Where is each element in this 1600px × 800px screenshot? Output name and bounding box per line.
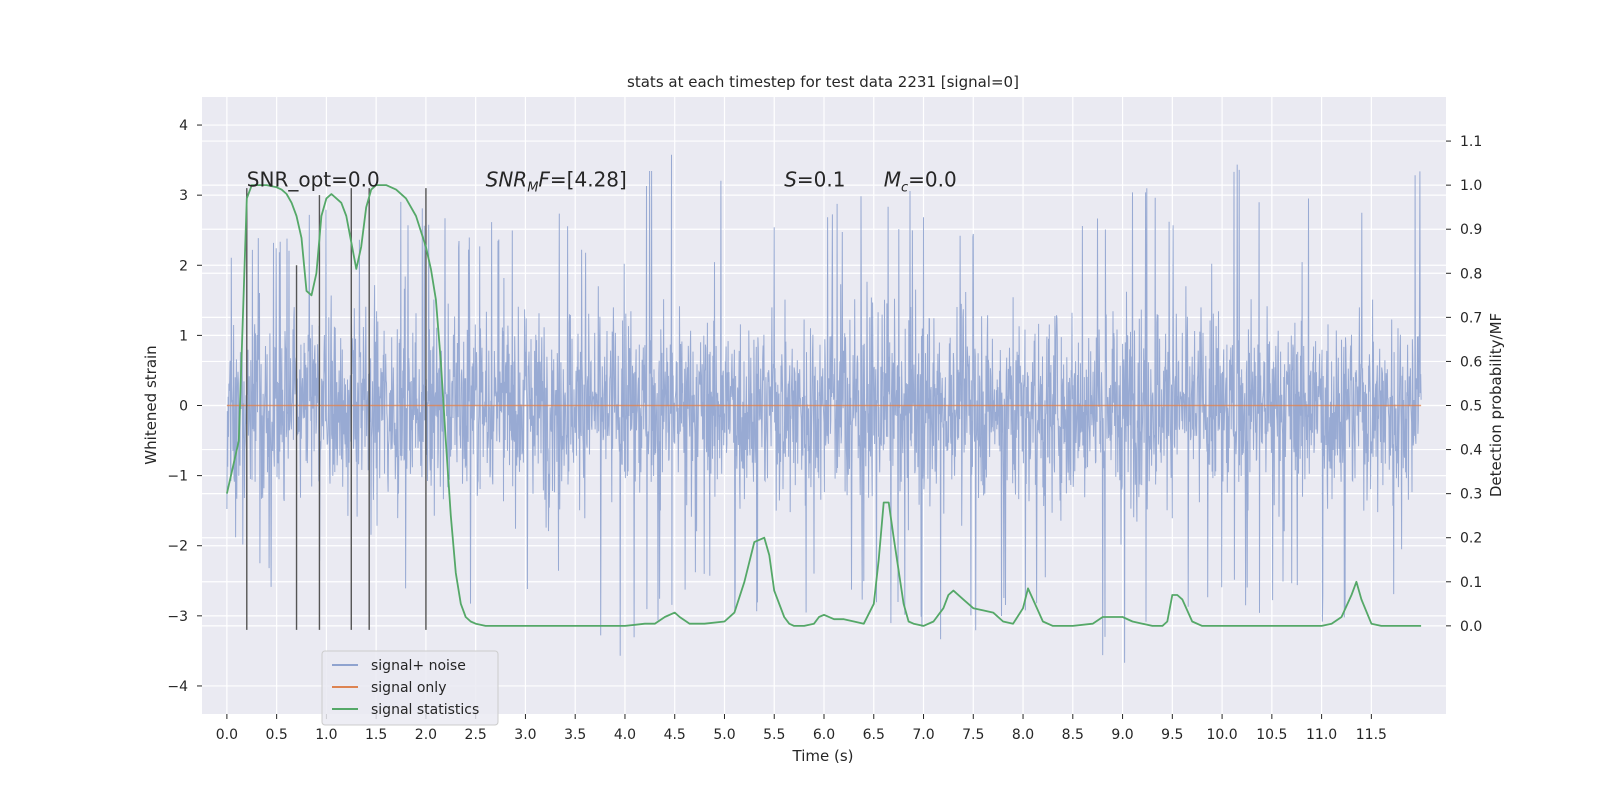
x-tick-label: 4.0	[614, 727, 636, 743]
y-right-tick-label: 0.1	[1460, 575, 1482, 591]
y-right-tick-label: 0.0	[1460, 619, 1482, 635]
x-tick-label: 10.5	[1256, 727, 1287, 743]
annotation-part: =0.1	[797, 168, 846, 192]
legend-box	[321, 650, 499, 726]
vertical-markers	[246, 188, 427, 630]
x-axis-label: Time (s)	[792, 747, 854, 765]
x-tick-label: 6.5	[863, 727, 885, 743]
y-left-tick-label: 0	[179, 399, 188, 415]
y-axis-left-label: Whitened strain	[142, 345, 160, 464]
x-tick-label: 4.5	[664, 727, 686, 743]
legend-label-signal-noise: signal+ noise	[371, 658, 466, 674]
x-tick-label: 3.5	[564, 727, 586, 743]
y-right-tick-label: 0.7	[1460, 310, 1482, 326]
annotation: SNR_opt=0.0	[247, 168, 380, 192]
x-tick-label: 11.5	[1356, 727, 1387, 743]
x-tick-label: 5.5	[763, 727, 785, 743]
y-right-tick-label: 1.1	[1460, 134, 1482, 150]
x-tick-label: 2.0	[415, 727, 437, 743]
y-right-tick-label: 0.5	[1460, 399, 1482, 415]
x-tick-label: 2.5	[465, 727, 487, 743]
annotation-part: SNR_opt=0.0	[247, 168, 380, 192]
y-right-tick-label: 0.6	[1460, 354, 1482, 370]
x-tick-label: 8.0	[1012, 727, 1034, 743]
y-left-tick-label: 1	[179, 328, 188, 344]
y-right-tick-label: 0.4	[1460, 443, 1482, 459]
annotations: SNR_opt=0.0 SNRMF=[4.28] S=0.1 Mc=0.0	[247, 168, 957, 196]
y-left-tick-label: −4	[167, 679, 188, 695]
y-left-tick-label: −2	[167, 539, 188, 555]
y-left-tick-label: 2	[179, 258, 188, 274]
y-axis-right-label: Detection probability/MF	[1487, 313, 1505, 497]
annotation-part: M	[884, 168, 901, 192]
line-signal-statistics	[226, 184, 1422, 627]
annotation-part: F	[538, 168, 550, 192]
annotation-part: M	[527, 181, 538, 196]
annotation: SNRMF=[4.28]	[486, 168, 627, 196]
x-tick-label: 10.0	[1206, 727, 1237, 743]
annotation-part: c	[901, 181, 908, 196]
y-left-tick-label: 4	[179, 118, 188, 134]
y-axis-left-ticks: −4 −3 −2 −1 0 1 2 3 4	[167, 118, 202, 695]
x-tick-label: 7.5	[962, 727, 984, 743]
y-right-tick-label: 0.9	[1460, 222, 1482, 238]
x-tick-label: 5.0	[713, 727, 735, 743]
series-signal-statistics	[226, 184, 1422, 627]
legend-label-signal-statistics: signal statistics	[371, 702, 479, 718]
annotation: S=0.1	[784, 168, 845, 192]
x-tick-label: 9.5	[1161, 727, 1183, 743]
x-tick-label: 0.5	[266, 727, 288, 743]
y-right-tick-label: 0.2	[1460, 531, 1482, 547]
y-left-tick-label: 3	[179, 188, 188, 204]
x-tick-label: 1.0	[315, 727, 337, 743]
chart-title: stats at each timestep for test data 223…	[627, 73, 1019, 91]
y-right-tick-label: 1.0	[1460, 178, 1482, 194]
annotation: Mc=0.0	[884, 168, 957, 196]
y-right-tick-label: 0.8	[1460, 266, 1482, 282]
x-tick-label: 6.0	[813, 727, 835, 743]
annotation-part: =[4.28]	[550, 168, 627, 192]
x-axis-ticks: 0.0 0.5 1.0 1.5 2.0 2.5 3.0 3.5 4.0 4.5 5.0 5.5 6.0 6…	[216, 714, 1387, 743]
annotation-part: SNR	[486, 168, 528, 192]
annotation-part: S	[784, 168, 797, 192]
x-tick-label: 8.5	[1062, 727, 1084, 743]
x-tick-label: 9.0	[1111, 727, 1133, 743]
y-left-tick-label: −1	[167, 469, 188, 485]
x-tick-label: 11.0	[1306, 727, 1337, 743]
annotation-part: =0.0	[908, 168, 957, 192]
x-tick-label: 1.5	[365, 727, 387, 743]
legend: signal+ noise signal only signal statist…	[321, 650, 499, 726]
y-axis-right-ticks: 0.0 0.1 0.2 0.3 0.4 0.5 0.6 0.7 0.8 0.9 1.0 1.1	[1446, 134, 1482, 635]
x-tick-label: 0.0	[216, 727, 238, 743]
y-left-tick-label: −3	[167, 609, 188, 625]
x-tick-label: 3.0	[514, 727, 536, 743]
y-right-tick-label: 0.3	[1460, 487, 1482, 503]
x-tick-label: 7.0	[912, 727, 934, 743]
legend-label-signal-only: signal only	[371, 680, 446, 696]
